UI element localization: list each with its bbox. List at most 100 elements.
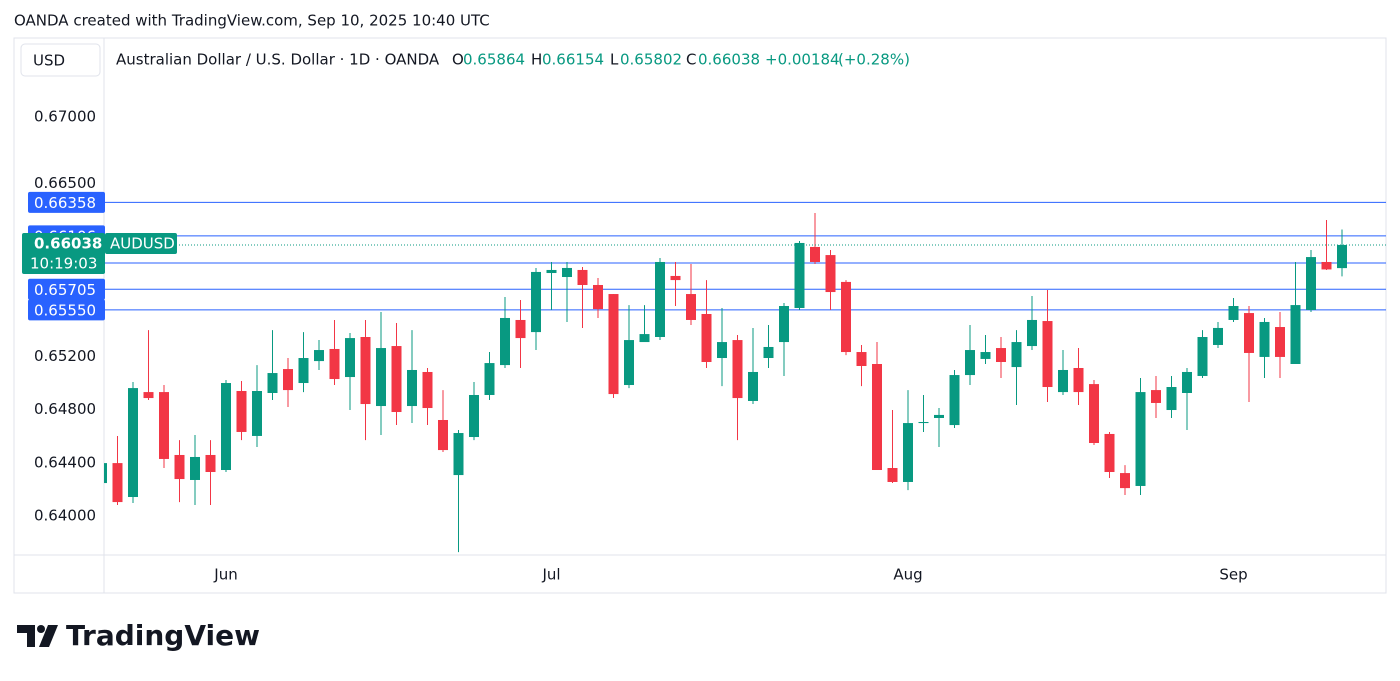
ohlc-value: 0.66154: [542, 51, 604, 69]
candle-body: [205, 454, 216, 473]
candle-body: [104, 463, 107, 484]
watermark: OANDA created with TradingView.com, Sep …: [14, 12, 490, 30]
logo: TradingView: [17, 619, 260, 652]
candle-body: [515, 319, 526, 339]
level-label: 0.65550: [34, 301, 96, 319]
candle-body: [531, 271, 541, 333]
candle-body: [314, 350, 324, 362]
x-tick-label: Sep: [1219, 566, 1247, 584]
currency[interactable]: USD: [33, 52, 65, 70]
symbol-title: Australian Dollar / U.S. Dollar · 1D · O…: [116, 51, 440, 69]
candle-body: [1166, 387, 1177, 411]
candle-body: [918, 421, 929, 424]
candle-body: [1151, 390, 1161, 403]
chart-frame: [13, 37, 1387, 594]
candle-body: [1027, 319, 1037, 347]
level-label: 0.65705: [34, 281, 96, 299]
candle-body: [701, 313, 712, 363]
candle-body: [1306, 257, 1316, 311]
candle-body: [267, 373, 278, 393]
ohlc-key: O: [452, 51, 464, 69]
candle-body: [407, 369, 417, 407]
candle-body: [825, 255, 836, 293]
y-tick-label: 0.67000: [34, 108, 96, 126]
candle-body: [1104, 433, 1115, 473]
candle-body: [717, 342, 727, 359]
candle-body: [887, 468, 898, 482]
candle-body: [1321, 261, 1332, 270]
candle-body: [1135, 392, 1146, 486]
plot-area: [104, 201, 1386, 553]
candle-body: [686, 294, 696, 320]
candle-body: [112, 463, 123, 503]
candle-body: [841, 281, 851, 353]
candle-body: [546, 269, 557, 274]
x-tick-label: Aug: [893, 566, 922, 584]
ohlc-value: 0.65802: [620, 51, 682, 69]
candle-body: [236, 391, 247, 432]
candle-body: [763, 346, 774, 359]
ohlc-value: 0.66038: [698, 51, 760, 69]
candle-body: [453, 433, 464, 476]
y-tick-label: 0.64400: [34, 453, 96, 471]
candle-body: [779, 306, 789, 343]
candle-body: [1290, 305, 1301, 365]
candle-body: [128, 388, 138, 498]
candle-body: [1182, 371, 1192, 393]
candle-body: [794, 242, 805, 309]
candle-body: [577, 269, 588, 285]
candle-body: [329, 348, 340, 380]
candle-body: [670, 275, 681, 281]
y-tick-label: 0.66500: [34, 174, 96, 192]
candle-body: [252, 391, 262, 436]
ohlc-key: C: [686, 51, 696, 69]
candle-body: [1337, 244, 1347, 269]
candle-body: [1089, 384, 1099, 444]
candle-body: [810, 246, 820, 262]
candle-body: [174, 454, 185, 480]
candle-body: [593, 284, 603, 310]
x-tick-label: Jun: [213, 566, 237, 584]
x-tick-label: Jul: [541, 566, 560, 584]
candle-body: [949, 375, 960, 426]
candle-body: [1042, 321, 1053, 388]
change-pct: (+0.28%): [838, 51, 910, 69]
countdown: 10:19:03: [30, 254, 97, 272]
ohlc-key: H: [531, 51, 542, 69]
candle-body: [1011, 342, 1022, 368]
candle-body: [1197, 337, 1208, 376]
logo-icon: [17, 625, 35, 647]
candle-body: [391, 346, 402, 413]
candle-body: [1228, 306, 1239, 320]
currency-button[interactable]: [20, 43, 101, 77]
candle-body: [980, 352, 991, 359]
symbol-box: [105, 232, 177, 254]
candle-body: [624, 340, 634, 386]
y-tick-label: 0.64800: [34, 400, 96, 418]
last-price-box: [22, 232, 105, 274]
symbol-label: AUDUSD: [110, 234, 175, 252]
candle-body: [283, 369, 293, 391]
level-label-box: [28, 299, 105, 321]
candle-body: [298, 358, 309, 384]
candle-body: [221, 383, 231, 471]
candle-body: [190, 456, 200, 480]
logo-icon: [39, 625, 58, 647]
candle-body: [484, 363, 495, 395]
last-price-label: 0.66038: [34, 234, 102, 252]
level-label-box: [28, 191, 105, 213]
candle-body: [469, 394, 479, 438]
candle-body: [639, 334, 650, 343]
candle-body: [376, 348, 386, 407]
candle-body: [965, 350, 975, 376]
candle-body: [1259, 321, 1270, 357]
level-label-box: [28, 278, 105, 300]
candle-body: [934, 414, 944, 419]
candle-body: [1244, 313, 1254, 353]
candle-body: [996, 348, 1006, 363]
candle-body: [562, 267, 572, 278]
candle-body: [159, 392, 169, 459]
candle-body: [1073, 367, 1084, 393]
candle-body: [732, 340, 743, 399]
